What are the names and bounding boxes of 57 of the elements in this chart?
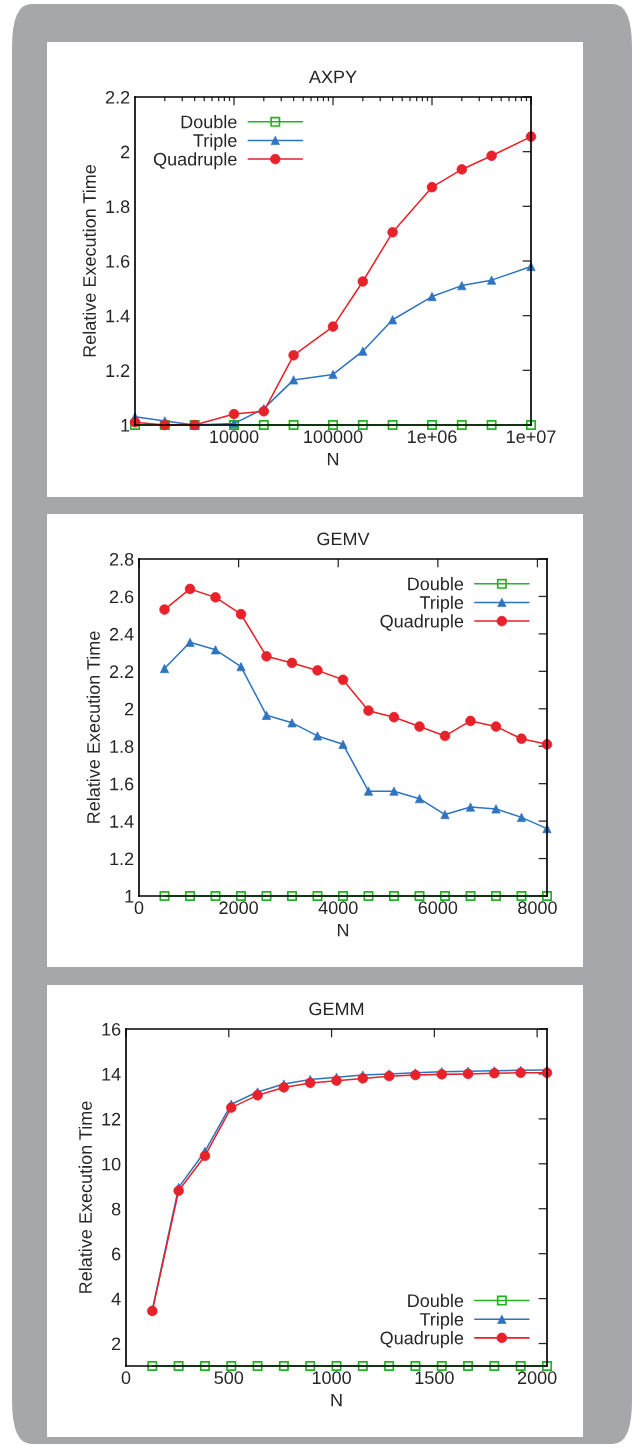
- y-tick-label: 8: [111, 1202, 121, 1216]
- x-tick-label: 2000: [517, 1371, 557, 1385]
- y-tick-label: 1.2: [110, 852, 134, 866]
- x-tick-label: 1000: [312, 1371, 351, 1385]
- y-tick-label: 1.4: [106, 309, 130, 323]
- x-tick-label: 4000: [318, 901, 358, 915]
- x-tick-label: 0: [121, 1371, 131, 1385]
- y-tick-label: 2: [121, 145, 130, 159]
- y-tick-label: 2: [125, 702, 134, 716]
- y-tick-label: 2: [112, 1337, 121, 1351]
- x-axis-title: N: [337, 923, 349, 937]
- chart-title: GEMM: [309, 1002, 364, 1016]
- y-tick-label: 6: [112, 1247, 121, 1261]
- y-tick-label: 2.8: [109, 552, 134, 566]
- y-tick-label: 1: [125, 890, 134, 903]
- x-tick-label: 1e+06: [408, 430, 457, 444]
- y-tick-label: 12: [102, 1112, 121, 1126]
- legend-label: Triple: [419, 595, 464, 613]
- x-tick-label: 1500: [415, 1371, 454, 1385]
- legend-label: Quadruple: [153, 152, 237, 170]
- legend-label: Triple: [193, 133, 237, 151]
- x-tick-label: 1e+07: [507, 430, 556, 444]
- chart-title: GEMV: [317, 532, 370, 546]
- x-tick-label: 6000: [418, 901, 458, 915]
- y-tick-label: 4: [111, 1292, 121, 1306]
- x-tick-label: 8000: [518, 901, 557, 915]
- y-tick-label: 2.6: [109, 590, 134, 604]
- y-tick-label: 1.2: [106, 364, 130, 377]
- x-tick-label: 10000: [210, 430, 259, 444]
- x-axis-title: N: [327, 452, 339, 466]
- y-tick-label: 2.4: [109, 627, 134, 641]
- y-tick-label: 1: [121, 419, 130, 432]
- y-tick-label: 1.6: [110, 777, 134, 791]
- y-tick-label: 10: [102, 1157, 121, 1171]
- chart-title: AXPY: [308, 70, 357, 84]
- y-tick-label: 1.8: [110, 740, 134, 753]
- x-axis-title: N: [331, 1393, 342, 1407]
- y-tick-label: 2.2: [105, 90, 130, 104]
- y-axis-title: Relative Execution Time: [78, 1101, 92, 1293]
- y-tick-label: 1.4: [110, 815, 134, 828]
- legend-label: Double: [181, 115, 237, 129]
- y-tick-label: 14: [102, 1068, 121, 1081]
- legend-label: Quadruple: [380, 1331, 464, 1348]
- legend-label: Double: [408, 577, 464, 591]
- x-tick-label: 0: [134, 901, 144, 915]
- y-tick-label: 1.6: [106, 254, 130, 268]
- y-axis-title: Relative Execution Time: [86, 631, 100, 823]
- x-tick-label: 100000: [304, 430, 363, 444]
- x-tick-label: 500: [214, 1371, 244, 1385]
- x-tick-label: 2000: [219, 901, 258, 915]
- y-tick-label: 2.2: [109, 665, 134, 678]
- legend-label: Triple: [419, 1312, 464, 1330]
- y-axis-title: Relative Execution Time: [82, 164, 96, 357]
- legend-label: Double: [408, 1293, 464, 1308]
- legend-label: Quadruple: [380, 614, 464, 632]
- y-tick-label: 1.8: [106, 200, 130, 214]
- y-tick-label: 16: [102, 1022, 121, 1036]
